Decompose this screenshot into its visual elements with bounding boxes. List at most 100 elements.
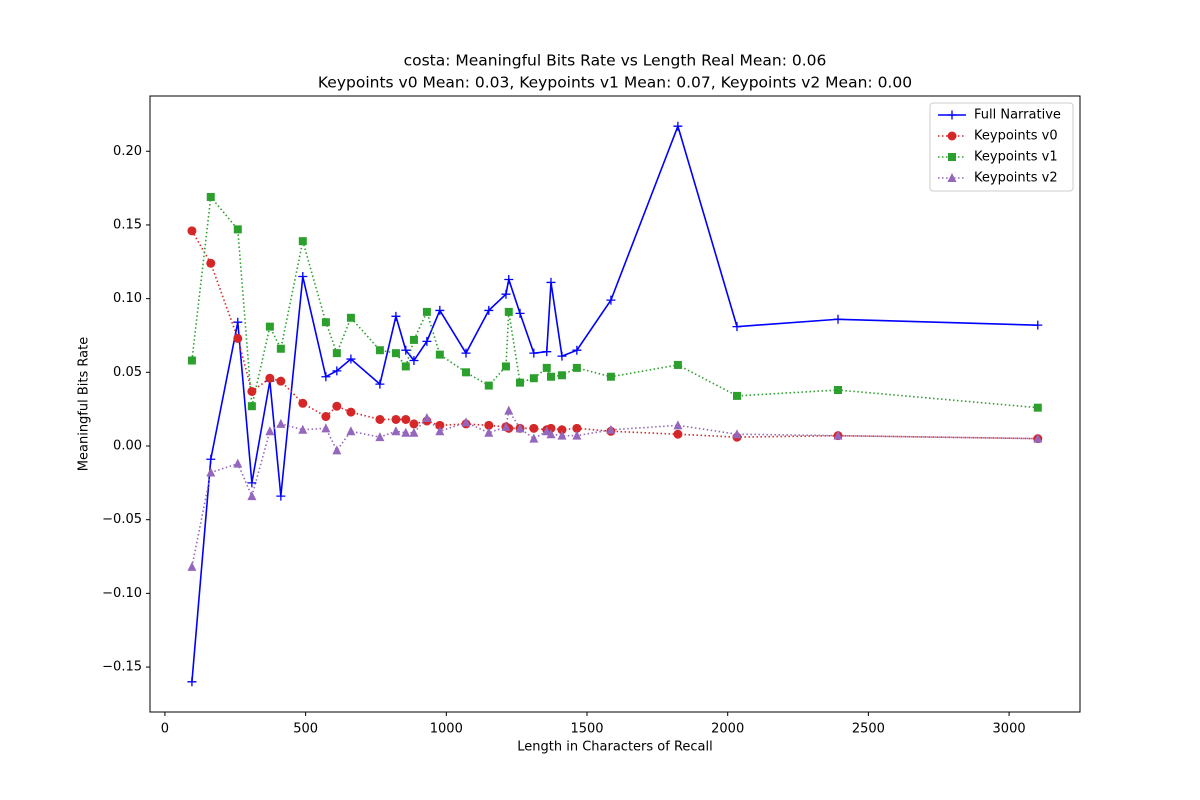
marker (435, 305, 445, 315)
marker (501, 362, 510, 371)
marker (247, 402, 256, 411)
marker (504, 405, 514, 415)
x-tick-label: 500 (293, 722, 318, 737)
marker (484, 305, 494, 315)
marker (409, 427, 419, 437)
plot-frame (149, 95, 1081, 713)
marker (401, 414, 411, 424)
marker (435, 426, 445, 436)
marker (673, 420, 683, 430)
marker (947, 173, 957, 182)
marker (484, 420, 494, 430)
marker (546, 429, 556, 439)
marker (435, 350, 444, 359)
marker (265, 426, 275, 436)
marker (409, 356, 419, 366)
marker (391, 426, 401, 436)
marker (833, 430, 843, 440)
marker (501, 421, 511, 431)
marker (948, 153, 956, 161)
marker (461, 348, 471, 358)
marker (332, 366, 342, 376)
marker (332, 349, 341, 358)
marker (206, 467, 216, 477)
marker (673, 429, 683, 439)
marker (276, 418, 286, 428)
x-tick-label: 3000 (993, 722, 1026, 737)
marker (321, 318, 330, 327)
marker (187, 561, 197, 571)
marker (1033, 320, 1043, 330)
marker (484, 427, 494, 437)
marker (834, 386, 843, 394)
marker (947, 110, 957, 120)
marker (833, 314, 843, 324)
y-axis-label: Meaningful Bits Rate (77, 337, 92, 471)
y-tick-label: −0.10 (102, 586, 142, 601)
marker (515, 423, 525, 433)
marker (233, 225, 242, 234)
marker (409, 335, 418, 344)
marker (542, 426, 552, 436)
marker (375, 379, 385, 389)
marker (557, 425, 567, 435)
marker (1033, 403, 1042, 412)
marker (187, 356, 196, 365)
y-tick-label: 0.05 (113, 365, 142, 380)
marker (375, 414, 385, 424)
marker (546, 372, 555, 381)
marker (187, 226, 197, 236)
marker (557, 351, 567, 361)
marker (606, 372, 615, 381)
x-tick-label: 1500 (570, 722, 603, 737)
marker (529, 374, 538, 383)
marker (516, 378, 525, 387)
marker (401, 362, 410, 371)
marker (435, 420, 445, 430)
marker (546, 277, 556, 287)
marker (422, 413, 432, 422)
legend-box (929, 102, 1074, 192)
marker (557, 430, 567, 440)
marker (529, 433, 539, 443)
legend-label: Keypoints v1 (974, 150, 1058, 165)
marker (673, 121, 683, 131)
marker (265, 322, 274, 331)
marker (542, 363, 551, 372)
x-tick-label: 1000 (430, 722, 463, 737)
y-tick-label: 0.00 (113, 439, 142, 454)
marker (484, 381, 493, 390)
y-tick-label: 0.10 (113, 291, 142, 306)
marker (391, 349, 400, 358)
marker (298, 272, 308, 282)
marker (606, 424, 616, 434)
y-tick-label: 0.15 (113, 217, 142, 232)
marker (401, 345, 411, 355)
marker (346, 354, 356, 364)
marker (572, 423, 582, 433)
y-tick-label: 0.20 (113, 144, 142, 159)
chart-subtitle: Keypoints v0 Mean: 0.03, Keypoints v1 Me… (318, 74, 912, 92)
marker (276, 344, 285, 353)
marker (673, 360, 682, 369)
legend: Full Narrative Keypoints v0 Keypoints v1 Ke… (929, 102, 1074, 192)
x-tick-label: 0 (161, 722, 169, 737)
marker (542, 347, 552, 357)
marker (346, 426, 356, 436)
marker (332, 445, 342, 455)
x-axis-label: Length in Characters of Recall (517, 740, 713, 755)
marker (321, 423, 331, 433)
marker (732, 391, 741, 400)
marker (321, 412, 331, 422)
marker (422, 307, 431, 316)
marker (265, 373, 275, 383)
marker (462, 368, 471, 377)
marker (391, 414, 401, 424)
marker (276, 491, 286, 501)
marker (606, 295, 616, 305)
marker (557, 371, 566, 380)
marker (346, 313, 355, 322)
marker (346, 407, 356, 417)
marker (233, 333, 243, 343)
